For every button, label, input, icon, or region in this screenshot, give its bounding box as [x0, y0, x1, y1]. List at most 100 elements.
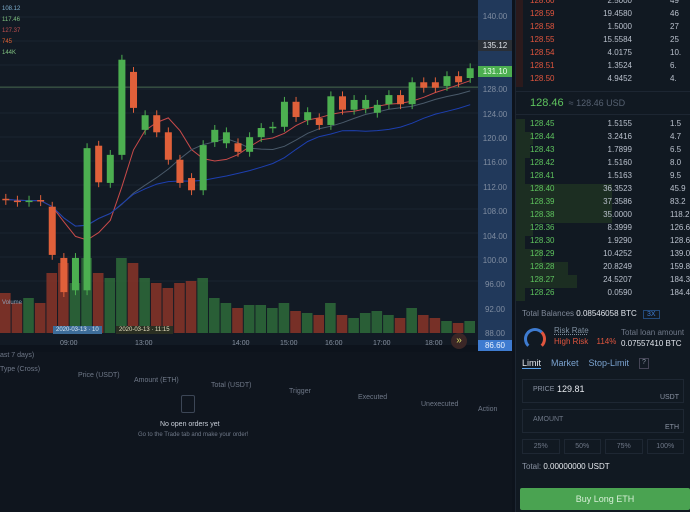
volume-bar — [162, 288, 174, 333]
total-balances: Total Balances 0.08546058 BTC 3X — [516, 301, 690, 319]
moving-average-line — [5, 104, 471, 227]
orderbook-row[interactable]: 128.43 1.7899 6.5 — [516, 145, 690, 158]
risk-gauge-icon — [524, 328, 546, 350]
risk-rate-label: Risk Rate — [554, 326, 589, 335]
candle — [25, 200, 33, 203]
candle — [397, 95, 405, 105]
pct-50-button[interactable]: 50% — [563, 439, 601, 454]
price-axis-label: 124.00 — [482, 109, 508, 119]
candle — [48, 206, 56, 255]
volume-bar — [394, 318, 406, 333]
orderbook-row[interactable]: 128.45 1.5155 1.5 — [516, 119, 690, 132]
volume-bar — [406, 308, 417, 333]
candle — [246, 137, 254, 152]
tab-stop-limit[interactable]: Stop-Limit — [588, 358, 630, 368]
volume-bar — [464, 321, 475, 333]
orderbook-row[interactable]: 128.26 0.0590 184.4 — [516, 288, 690, 301]
orderbook-asks: 128.60 2.5000 49 128.59 19.4580 46 128.58 1.500… — [516, 0, 690, 87]
leverage-badge[interactable]: 3X — [643, 310, 660, 319]
candle — [188, 178, 196, 191]
amount-input[interactable]: AMOUNT ETH — [522, 409, 684, 433]
candle — [13, 200, 21, 203]
orderbook-row[interactable]: 128.59 19.4580 46 — [516, 9, 690, 22]
col-unexecuted: Unexecuted — [421, 401, 459, 408]
tab-limit[interactable]: Limit — [522, 358, 542, 369]
orderbook-row[interactable]: 128.36 8.3999 126.6 — [516, 223, 690, 236]
orderbook-row[interactable]: 128.54 4.0175 10. — [516, 48, 690, 61]
price-chart[interactable]: 108.12 117.46 127.37 745 144K 140.00 128.00 12… — [0, 0, 512, 363]
orderbook-row[interactable]: 128.51 1.3524 6. — [516, 61, 690, 74]
volume-bar — [185, 281, 197, 333]
buy-long-button[interactable]: Buy Long ETH — [520, 488, 690, 510]
orderbook-row[interactable]: 128.30 1.9290 128.6 — [516, 236, 690, 249]
volume-bar — [104, 278, 116, 333]
col-executed: Executed — [358, 394, 388, 401]
orderbook-bids: 128.45 1.5155 1.5 128.44 3.2416 4.7 128.43 1.78… — [516, 119, 690, 301]
orderbook-row[interactable]: 128.41 1.5163 9.5 — [516, 171, 690, 184]
price-axis-label: 108.00 — [482, 207, 508, 217]
volume-bar — [383, 315, 394, 333]
orderbook-row[interactable]: 128.50 4.9452 4. — [516, 74, 690, 87]
candle — [304, 112, 312, 121]
loan-label: Total loan amount — [621, 328, 685, 337]
orderbook-row[interactable]: 128.27 24.5207 184.3 — [516, 275, 690, 288]
volume-bar — [34, 303, 46, 333]
candle — [455, 76, 463, 83]
time-axis-label: 16:00 — [325, 340, 343, 347]
volume-bar — [208, 298, 220, 333]
empty-orders-title: No open orders yet — [160, 421, 220, 428]
candle — [176, 159, 184, 183]
orderbook-row[interactable]: 128.58 1.5000 27 — [516, 22, 690, 35]
volume-bar — [336, 315, 348, 333]
orderbook-row[interactable]: 128.28 20.8249 159.8 — [516, 262, 690, 275]
candle — [280, 101, 288, 127]
scroll-to-latest-button[interactable]: » — [451, 333, 467, 349]
orderbook-row[interactable]: 128.44 3.2416 4.7 — [516, 132, 690, 145]
order-type-tabs: Limit Market Stop-Limit ? — [516, 354, 690, 373]
volume-bar — [313, 315, 325, 333]
orderbook-row[interactable]: 128.38 35.0000 118.2 — [516, 210, 690, 223]
orderbook-row[interactable]: 128.40 36.3523 45.9 — [516, 184, 690, 197]
candle — [164, 132, 172, 160]
volume-bar — [255, 305, 267, 333]
volume-bar — [127, 263, 139, 333]
balance-value: 0.08546058 BTC — [576, 309, 637, 318]
orderbook-row[interactable]: 128.42 1.5160 8.0 — [516, 158, 690, 171]
col-action: Action — [478, 406, 498, 413]
volume-bar — [197, 278, 208, 333]
candle — [420, 82, 428, 88]
tab-market[interactable]: Market — [551, 358, 579, 368]
filter-type[interactable]: Type (Cross) — [0, 366, 41, 373]
orderbook-row[interactable]: 128.39 37.3586 83.2 — [516, 197, 690, 210]
candle — [431, 82, 439, 88]
volume-bar — [69, 283, 81, 333]
candle — [443, 76, 451, 86]
volume-bar — [81, 258, 92, 333]
help-icon[interactable]: ? — [639, 358, 649, 369]
indicator-value: 144K — [2, 50, 17, 56]
price-axis-label: 104.00 — [482, 231, 508, 241]
candle — [83, 148, 91, 291]
volume-bar — [150, 283, 162, 333]
volume-bar — [325, 303, 336, 333]
time-axis-label: 15:00 — [280, 340, 298, 347]
price-axis-label: 140.00 — [482, 12, 508, 21]
pct-100-button[interactable]: 100% — [646, 439, 684, 454]
orderbook-row[interactable]: 128.29 10.4252 139.0 — [516, 249, 690, 262]
volume-bar — [441, 321, 452, 333]
candlestick-chart[interactable] — [0, 0, 512, 345]
orderbook-row[interactable]: 128.55 15.5584 25 — [516, 35, 690, 48]
volume-label: Volume — [2, 300, 23, 306]
pct-25-button[interactable]: 25% — [522, 439, 560, 454]
orderbook-row[interactable]: 128.60 2.5000 49 — [516, 0, 690, 9]
moving-average-line — [5, 90, 471, 227]
filter-period[interactable]: ast 7 days) — [0, 352, 35, 359]
volume-bar — [429, 318, 441, 333]
price-input[interactable]: PRICE 129.81 USDT — [522, 379, 684, 403]
pct-75-button[interactable]: 75% — [605, 439, 643, 454]
candle — [153, 115, 161, 133]
col-trigger: Trigger — [289, 388, 311, 395]
col-amount: Amount (ETH) — [134, 377, 179, 384]
order-total: Total: 0.00000000 USDT — [522, 462, 610, 471]
candle — [118, 59, 126, 155]
